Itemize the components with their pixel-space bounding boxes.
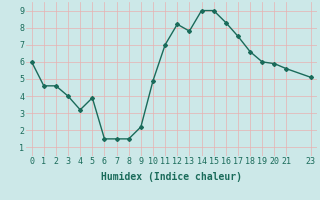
X-axis label: Humidex (Indice chaleur): Humidex (Indice chaleur) bbox=[101, 172, 242, 182]
